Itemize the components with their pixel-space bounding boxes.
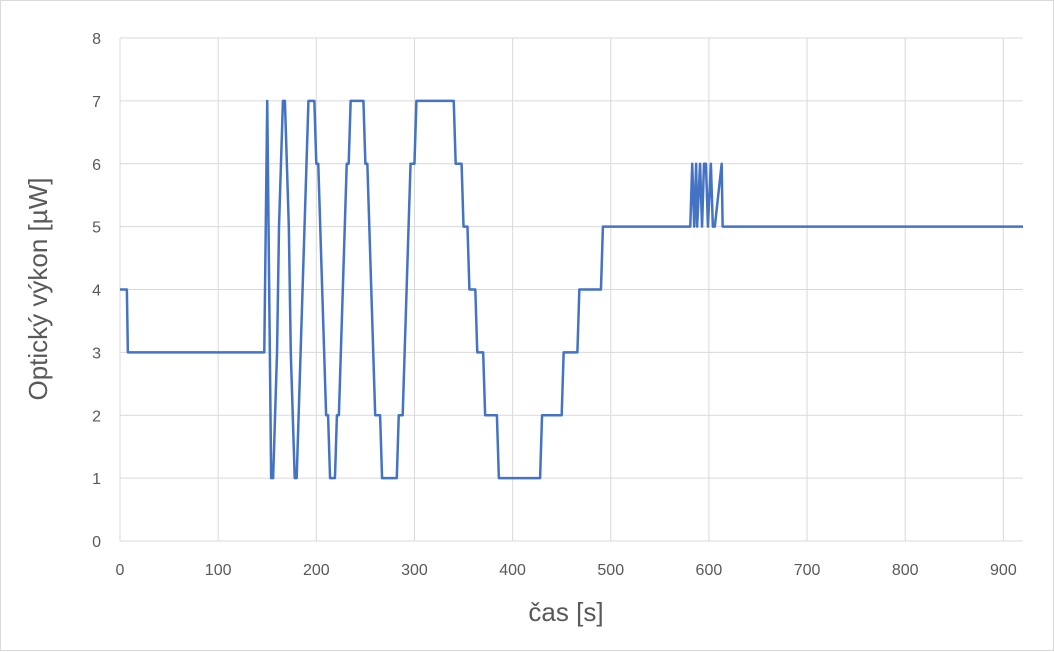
y-tick-label: 8 [92,31,101,48]
x-tick-label: 400 [499,562,526,579]
series-line [120,99,1023,480]
x-tick-label: 100 [205,562,232,579]
x-tick-label: 0 [116,562,125,579]
y-tick-label: 6 [92,157,101,174]
y-tick-label: 2 [92,408,101,425]
y-axis-title: Optický výkon [µW] [23,177,53,400]
x-tick-label: 200 [303,562,330,579]
x-axis-title: čas [s] [528,597,603,627]
y-tick-label: 0 [92,534,101,551]
y-tick-label: 4 [92,283,101,300]
horizontal-gridlines [120,37,1023,542]
x-tick-label: 600 [696,562,723,579]
x-axis-tick-labels: 0 100 200 300 400 500 600 700 800 900 [116,562,1017,579]
x-tick-label: 900 [990,562,1017,579]
x-tick-label: 800 [892,562,919,579]
y-tick-label: 5 [92,220,101,237]
vertical-gridlines [119,38,1004,541]
y-tick-label: 1 [92,471,101,488]
x-tick-label: 700 [794,562,821,579]
x-tick-label: 300 [401,562,428,579]
y-axis-tick-labels: 0 1 2 3 4 5 6 7 8 [92,31,101,551]
x-tick-label: 500 [597,562,624,579]
y-tick-label: 7 [92,94,101,111]
series-layer [120,99,1023,480]
y-tick-label: 3 [92,345,101,362]
